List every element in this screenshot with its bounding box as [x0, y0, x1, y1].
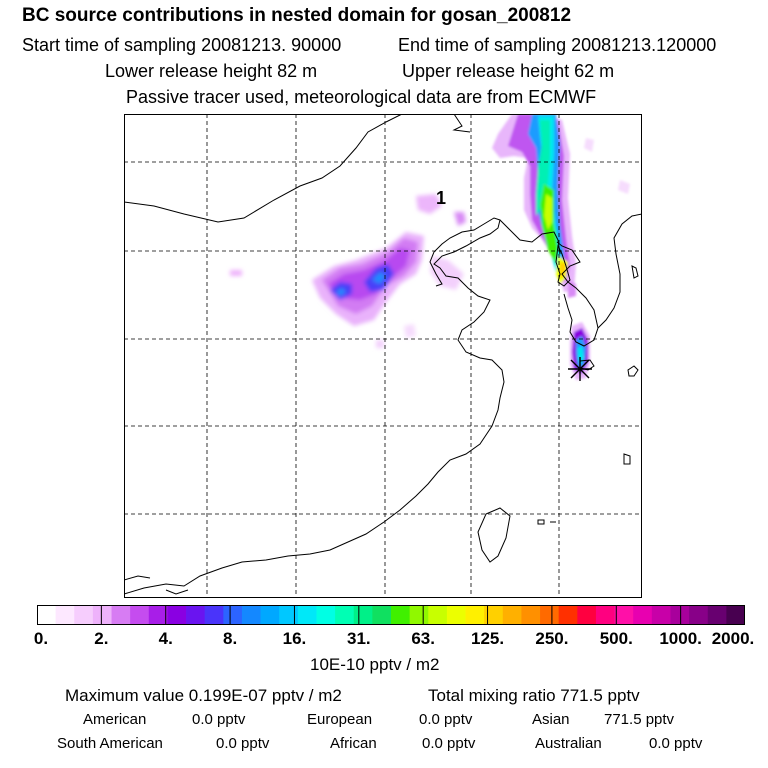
- figure-title: BC source contributions in nested domain…: [22, 5, 572, 26]
- total-mixing-ratio: Total mixing ratio 771.5 pptv: [428, 686, 640, 705]
- colorbar-tick-label: 2000.: [711, 629, 755, 648]
- colorbar-cell: [633, 605, 653, 625]
- lower-release-height: Lower release height 82 m: [105, 61, 318, 81]
- source-value-australian: 0.0 pptv: [649, 735, 703, 752]
- source-value-american: 0.0 pptv: [192, 711, 246, 728]
- colorbar-tick-label: 125.: [470, 629, 505, 648]
- colorbar-frame: [37, 605, 745, 625]
- colorbar-cell: [446, 605, 466, 625]
- source-value-african: 0.0 pptv: [422, 735, 476, 752]
- tracer-info: Passive tracer used, meteorological data…: [126, 87, 597, 107]
- colorbar-cell: [670, 605, 690, 625]
- colorbar-cell: [577, 605, 597, 625]
- coastlines: [124, 114, 642, 595]
- colorbar-tick-label: 1000.: [659, 629, 702, 648]
- colorbar-cell: [540, 605, 560, 625]
- colorbar-cell: [372, 605, 392, 625]
- maximum-value: Maximum value 0.199E-07 pptv / m2: [65, 686, 342, 705]
- plume-gosan: [570, 322, 590, 380]
- source-name-african: African: [330, 735, 377, 752]
- colorbar-cell: [130, 605, 150, 625]
- colorbar-cell: [502, 605, 522, 625]
- source-name-american: American: [83, 711, 147, 728]
- colorbar-cell: [521, 605, 541, 625]
- colorbar-cell: [204, 605, 224, 625]
- colorbar-cell: [167, 605, 187, 625]
- colorbar-tick-label: 63.: [411, 629, 435, 648]
- colorbar-cell: [74, 605, 94, 625]
- colorbar-cell: [37, 605, 57, 625]
- colorbar-cell: [614, 605, 634, 625]
- colorbar-cell: [316, 605, 336, 625]
- upper-release-height: Upper release height 62 m: [402, 61, 615, 81]
- map-panel: 1: [124, 114, 642, 598]
- map-grid: [124, 114, 642, 598]
- source-name-australian: Australian: [535, 735, 602, 752]
- colorbar-cell: [428, 605, 448, 625]
- colorbar-tick-label: 16.: [282, 629, 307, 648]
- colorbar: [37, 605, 745, 625]
- colorbar-cell: [279, 605, 299, 625]
- colorbar-tick-label: 31.: [346, 629, 371, 648]
- colorbar-units: 10E-10 pptv / m2: [310, 655, 440, 674]
- colorbar-cell: [707, 605, 727, 625]
- colorbar-cell: [465, 605, 485, 625]
- colorbar-cell: [558, 605, 578, 625]
- colorbar-tick-label: 2.: [94, 629, 109, 648]
- end-time-label: End time of sampling 20081213.120000: [398, 35, 717, 55]
- colorbar-cell: [595, 605, 615, 625]
- colorbar-cell: [297, 605, 317, 625]
- colorbar-tick-label: 8.: [222, 629, 238, 648]
- source-value-south-american: 0.0 pptv: [216, 735, 270, 752]
- colorbar-cell: [689, 605, 709, 625]
- colorbar-cell: [651, 605, 671, 625]
- colorbar-cell: [241, 605, 261, 625]
- colorbar-cell: [223, 605, 243, 625]
- colorbar-cell: [111, 605, 131, 625]
- colorbar-cell: [726, 605, 745, 625]
- colorbar-cell: [353, 605, 373, 625]
- colorbar-cell: [55, 605, 75, 625]
- source-name-european: European: [307, 711, 373, 728]
- source-name-south-american: South American: [57, 735, 163, 752]
- colorbar-cell: [335, 605, 355, 625]
- colorbar-tick-label: 4.: [158, 629, 173, 648]
- colorbar-cell: [92, 605, 112, 625]
- colorbar-cell: [148, 605, 168, 625]
- source-value-asian: 771.5 pptv: [604, 711, 675, 728]
- colorbar-tick-label: 0.: [33, 629, 49, 648]
- source-name-asian: Asian: [532, 711, 570, 728]
- colorbar-cell: [409, 605, 429, 625]
- colorbar-cell: [391, 605, 411, 625]
- colorbar-cell: [260, 605, 280, 625]
- colorbar-cell: [186, 605, 206, 625]
- colorbar-tick-label: 250.: [535, 629, 569, 648]
- source-value-european: 0.0 pptv: [419, 711, 473, 728]
- trajectory-marker-label: 1: [436, 188, 446, 208]
- colorbar-tick-label: 500.: [599, 629, 633, 648]
- colorbar-cell: [484, 605, 504, 625]
- receptor-asterisk-icon: [568, 357, 592, 381]
- plume-west: [230, 194, 466, 348]
- start-time-label: Start time of sampling 20081213. 90000: [22, 35, 342, 55]
